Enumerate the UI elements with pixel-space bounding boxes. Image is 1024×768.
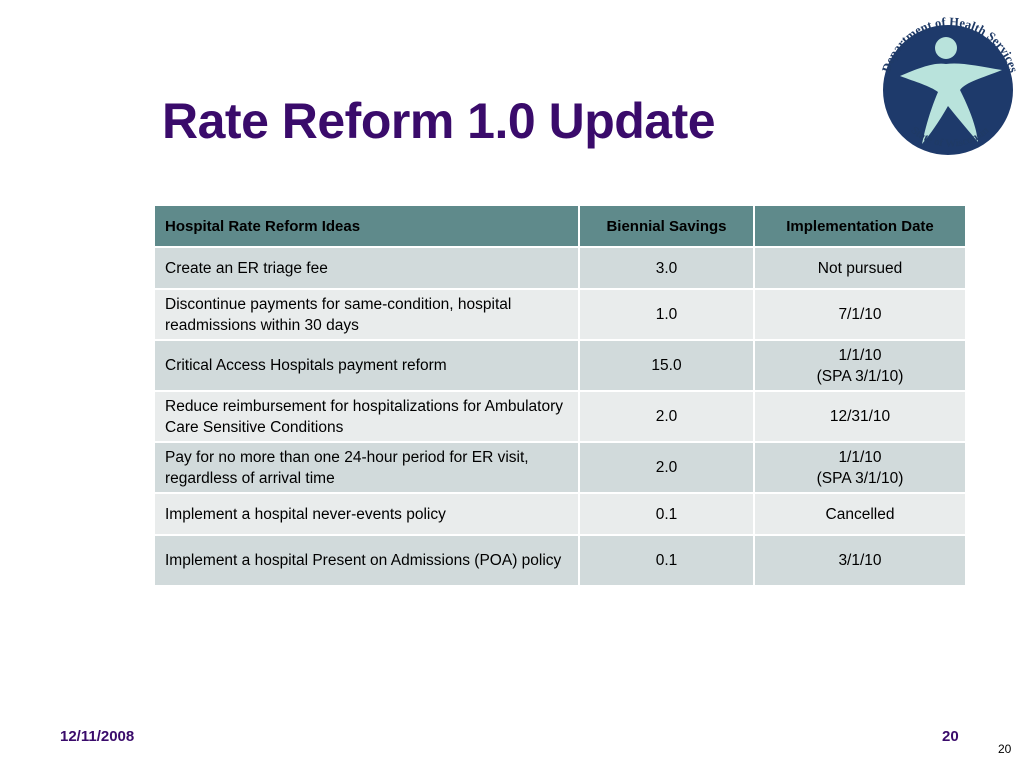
table-row: Discontinue payments for same-condition,…	[153, 288, 967, 341]
header-ideas: Hospital Rate Reform Ideas	[153, 204, 580, 248]
cell-idea: Discontinue payments for same-condition,…	[153, 288, 580, 341]
cell-date: 1/1/10 (SPA 3/1/10)	[753, 339, 967, 392]
footer-date: 12/11/2008	[60, 728, 135, 745]
cell-date: Not pursued	[753, 246, 967, 290]
date-value: 12/31/10	[829, 408, 891, 425]
header-savings: Biennial Savings	[578, 204, 755, 248]
table-header-row: Hospital Rate Reform Ideas Biennial Savi…	[153, 204, 967, 248]
table-row: Reduce reimbursement for hospitalization…	[153, 390, 967, 443]
table-row: Critical Access Hospitals payment reform…	[153, 339, 967, 392]
cell-date: 3/1/10	[753, 534, 967, 587]
cell-savings: 0.1	[578, 534, 755, 587]
cell-savings: 2.0	[578, 390, 755, 443]
cell-savings: 3.0	[578, 246, 755, 290]
date-value: Cancelled	[825, 505, 895, 523]
rate-reform-table: Hospital Rate Reform Ideas Biennial Savi…	[153, 204, 967, 587]
date-note: (SPA 3/1/10)	[816, 367, 904, 385]
cell-date: 1/1/10 (SPA 3/1/10)	[753, 441, 967, 494]
header-date: Implementation Date	[753, 204, 967, 248]
table-row: Create an ER triage fee 3.0 Not pursued	[153, 246, 967, 290]
table-row: Implement a hospital never-events policy…	[153, 492, 967, 536]
cell-date: Cancelled	[753, 492, 967, 536]
cell-savings: 15.0	[578, 339, 755, 392]
footer-page-number: 20	[942, 728, 959, 745]
cell-idea: Reduce reimbursement for hospitalization…	[153, 390, 580, 443]
date-value: 1/1/10	[838, 346, 882, 364]
cell-idea: Critical Access Hospitals payment reform	[153, 339, 580, 392]
date-value: 1/1/10	[838, 448, 882, 466]
cell-idea: Create an ER triage fee	[153, 246, 580, 290]
cell-savings: 0.1	[578, 492, 755, 536]
table-row: Pay for no more than one 24-hour period …	[153, 441, 967, 494]
cell-savings: 2.0	[578, 441, 755, 494]
cell-date: 12/31/10	[753, 390, 967, 443]
date-value: 7/1/10	[838, 306, 882, 323]
date-value: 3/1/10	[838, 552, 882, 569]
dhs-seal-logo: Department of Health Services State of W…	[874, 6, 1024, 164]
date-note: (SPA 3/1/10)	[816, 469, 904, 487]
table-row: Implement a hospital Present on Admissio…	[153, 534, 967, 587]
cell-date: 7/1/10	[753, 288, 967, 341]
slide-title: Rate Reform 1.0 Update	[162, 93, 716, 149]
cell-idea: Implement a hospital Present on Admissio…	[153, 534, 580, 587]
date-value: Not pursued	[817, 259, 903, 277]
slide-number: 20	[998, 742, 1012, 756]
cell-idea: Implement a hospital never-events policy	[153, 492, 580, 536]
cell-savings: 1.0	[578, 288, 755, 341]
cell-idea: Pay for no more than one 24-hour period …	[153, 441, 580, 494]
